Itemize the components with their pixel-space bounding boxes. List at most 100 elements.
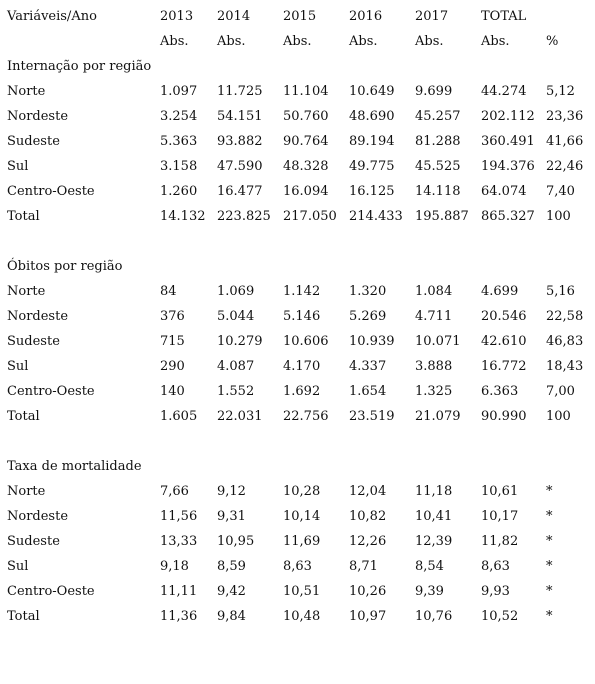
- header-unit: Abs.: [283, 34, 312, 49]
- section-title-row: Óbitos por região: [0, 254, 595, 279]
- table-cell: 45.525: [415, 159, 461, 174]
- header-row-units: Abs. Abs. Abs. Abs. Abs. Abs. %: [0, 29, 595, 54]
- row-label: Norte: [7, 284, 46, 299]
- table-cell: 5.363: [160, 134, 198, 149]
- table-cell: 21.079: [415, 409, 461, 424]
- table-cell: 23,36: [546, 109, 584, 124]
- header-2017: 2017: [415, 9, 449, 24]
- table-cell: 7,40: [546, 184, 575, 199]
- table-cell: 202.112: [481, 109, 535, 124]
- table-row: Centro-Oeste 11,11 9,42 10,51 10,26 9,39 9,93 *: [0, 579, 595, 604]
- table-cell: 1.654: [349, 384, 387, 399]
- table-cell: *: [546, 584, 553, 599]
- table-cell: 290: [160, 359, 185, 374]
- row-label: Centro-Oeste: [7, 384, 95, 399]
- row-label: Sul: [7, 359, 29, 374]
- table-cell: 7,66: [160, 484, 189, 499]
- table-row: Total 11,36 9,84 10,48 10,97 10,76 10,52 *: [0, 604, 595, 629]
- table-cell: 9,12: [217, 484, 246, 499]
- row-label: Total: [7, 409, 40, 424]
- table-row: Centro-Oeste 1.260 16.477 16.094 16.125 14.11…: [0, 179, 595, 204]
- table-cell: 5.044: [217, 309, 255, 324]
- table-cell: 360.491: [481, 134, 535, 149]
- table-cell: 49.775: [349, 159, 395, 174]
- table-cell: 9,84: [217, 609, 246, 624]
- header-row-years: Variáveis/Ano 2013 2014 2015 2016 2017 T…: [0, 4, 595, 29]
- table-cell: *: [546, 559, 553, 574]
- table-row: Centro-Oeste 140 1.552 1.692 1.654 1.325 6.363…: [0, 379, 595, 404]
- table-cell: 93.882: [217, 134, 263, 149]
- header-unit: Abs.: [349, 34, 378, 49]
- table-sections: Internação por região Norte 1.097 11.725 11.…: [0, 54, 595, 629]
- table-cell: 194.376: [481, 159, 535, 174]
- row-label: Sudeste: [7, 334, 60, 349]
- table-cell: 13,33: [160, 534, 198, 549]
- table-cell: 217.050: [283, 209, 337, 224]
- table-row: Norte 7,66 9,12 10,28 12,04 11,18 10,61 *: [0, 479, 595, 504]
- table-row: Sudeste 715 10.279 10.606 10.939 10.071 42.610…: [0, 329, 595, 354]
- table-cell: *: [546, 534, 553, 549]
- table-cell: 11,11: [160, 584, 198, 599]
- table-cell: 8,71: [349, 559, 378, 574]
- table-cell: 1.260: [160, 184, 198, 199]
- table-cell: 89.194: [349, 134, 395, 149]
- table-cell: 1.069: [217, 284, 255, 299]
- table-cell: 10,97: [349, 609, 387, 624]
- table-cell: 9,31: [217, 509, 246, 524]
- table-cell: 100: [546, 409, 571, 424]
- row-label: Sul: [7, 159, 29, 174]
- table-cell: 4.170: [283, 359, 321, 374]
- table-cell: 3.254: [160, 109, 198, 124]
- table-row: Nordeste 11,56 9,31 10,14 10,82 10,41 10,17 *: [0, 504, 595, 529]
- table-cell: 11,18: [415, 484, 453, 499]
- table-cell: 5.146: [283, 309, 321, 324]
- table-cell: 16.477: [217, 184, 263, 199]
- table-cell: 1.097: [160, 84, 198, 99]
- table-cell: 11,82: [481, 534, 519, 549]
- table-cell: 1.692: [283, 384, 321, 399]
- table-cell: 11.725: [217, 84, 263, 99]
- header-2015: 2015: [283, 9, 317, 24]
- table-cell: 41,66: [546, 134, 584, 149]
- table-cell: 12,39: [415, 534, 453, 549]
- table-cell: 18,43: [546, 359, 584, 374]
- table-row: Total 14.132 223.825 217.050 214.433 195.887 8…: [0, 204, 595, 229]
- header-unit: Abs.: [160, 34, 189, 49]
- section-title: Taxa de mortalidade: [7, 459, 142, 474]
- table-cell: 10,28: [283, 484, 321, 499]
- table-row: Sul 9,18 8,59 8,63 8,71 8,54 8,63 *: [0, 554, 595, 579]
- table-cell: 16.772: [481, 359, 527, 374]
- table-cell: 8,54: [415, 559, 444, 574]
- table-cell: 100: [546, 209, 571, 224]
- row-label: Total: [7, 609, 40, 624]
- table-row: Sudeste 5.363 93.882 90.764 89.194 81.288 360.…: [0, 129, 595, 154]
- table-row: Norte 84 1.069 1.142 1.320 1.084 4.699 5,16: [0, 279, 595, 304]
- table-cell: 11.104: [283, 84, 329, 99]
- row-label: Sudeste: [7, 134, 60, 149]
- table-cell: 10,52: [481, 609, 519, 624]
- row-label: Centro-Oeste: [7, 184, 95, 199]
- header-unit: Abs.: [217, 34, 246, 49]
- table-row: Sudeste 13,33 10,95 11,69 12,26 12,39 11,82 *: [0, 529, 595, 554]
- section-spacer: [0, 429, 595, 454]
- table-row: Nordeste 376 5.044 5.146 5.269 4.711 20.546 22,…: [0, 304, 595, 329]
- header-variables: Variáveis/Ano: [7, 9, 97, 24]
- table-cell: 4.087: [217, 359, 255, 374]
- table-cell: 214.433: [349, 209, 403, 224]
- table-cell: 3.888: [415, 359, 453, 374]
- table-cell: 42.610: [481, 334, 527, 349]
- table-cell: 10,26: [349, 584, 387, 599]
- table-cell: 14.132: [160, 209, 206, 224]
- header-unit: Abs.: [415, 34, 444, 49]
- row-label: Nordeste: [7, 309, 69, 324]
- table-cell: 1.142: [283, 284, 321, 299]
- table-cell: 10,51: [283, 584, 321, 599]
- table-cell: 4.699: [481, 284, 519, 299]
- table-cell: 64.074: [481, 184, 527, 199]
- table-cell: 20.546: [481, 309, 527, 324]
- row-label: Sudeste: [7, 534, 60, 549]
- table-cell: 1.605: [160, 409, 198, 424]
- table-cell: 46,83: [546, 334, 584, 349]
- table-cell: 14.118: [415, 184, 461, 199]
- table-cell: 84: [160, 284, 177, 299]
